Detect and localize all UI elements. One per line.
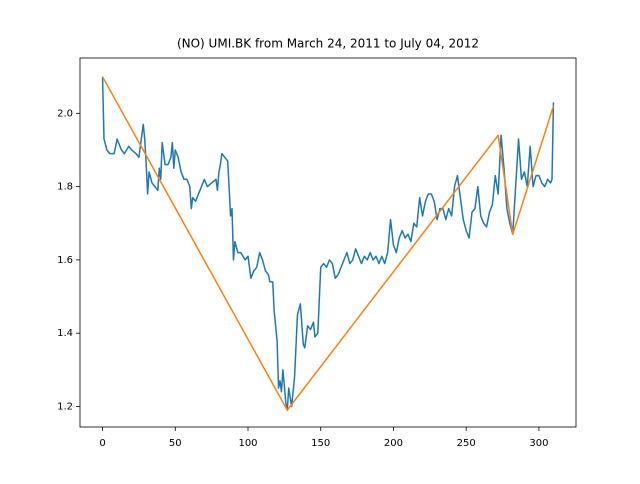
data-line: [101, 76, 555, 411]
x-tick-label: 50: [169, 438, 182, 449]
x-tick-label: 250: [457, 438, 476, 449]
plot-frame: [79, 57, 577, 428]
y-tick-label: 1.8: [57, 182, 73, 193]
x-tick-label: 0: [99, 438, 105, 449]
x-tick-label: 100: [238, 438, 257, 449]
y-tick-label: 2.0: [57, 108, 73, 119]
x-tick-label: 200: [384, 438, 403, 449]
data-line: [101, 76, 555, 411]
y-tick-label: 1.4: [57, 328, 73, 339]
y-tick-label: 1.6: [57, 255, 73, 266]
y-tick-label: 1.2: [57, 401, 73, 412]
x-tick-label: 150: [311, 438, 330, 449]
x-tick-label: 300: [529, 438, 548, 449]
chart-title: (NO) UMI.BK from March 24, 2011 to July …: [177, 37, 479, 51]
